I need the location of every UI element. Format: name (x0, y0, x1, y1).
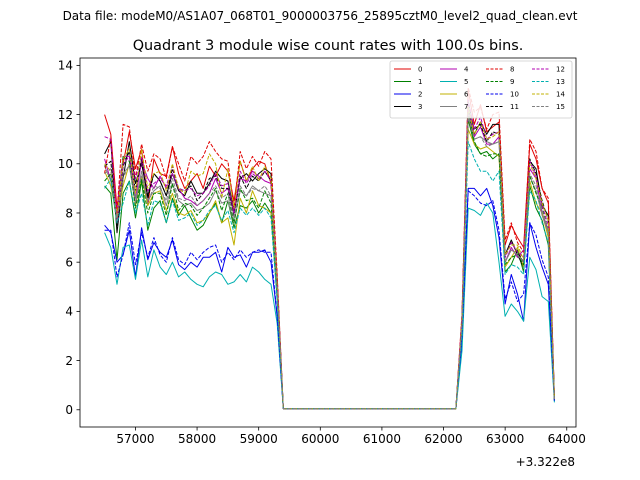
legend-label-12: 12 (556, 66, 565, 74)
y-tick-label: 4 (65, 305, 73, 319)
y-tick-label: 14 (58, 59, 73, 73)
series-line-6 (104, 128, 555, 410)
axes-frame (79, 57, 577, 428)
series-line-10 (104, 190, 555, 410)
legend-label-8: 8 (510, 66, 514, 74)
x-tick-label: 59000 (240, 432, 278, 446)
series-line-1 (104, 119, 555, 410)
x-tick-label: 60000 (301, 432, 339, 446)
chart-title: Quadrant 3 module wise count rates with … (133, 38, 524, 54)
legend-label-6: 6 (464, 91, 469, 99)
legend-box (389, 60, 573, 119)
legend-label-4: 4 (464, 66, 469, 74)
y-tick-label: 8 (65, 206, 73, 220)
x-tick-label: 61000 (363, 432, 401, 446)
series-line-8 (104, 87, 555, 410)
legend-label-10: 10 (510, 91, 519, 99)
legend-label-0: 0 (418, 66, 422, 74)
series-line-2 (104, 187, 555, 410)
y-tick-label: 6 (65, 255, 73, 269)
legend-label-15: 15 (556, 103, 565, 111)
series-line-13 (104, 141, 555, 410)
legend-label-3: 3 (418, 103, 422, 111)
series-line-9 (104, 111, 555, 410)
legend-label-2: 2 (418, 91, 422, 99)
series-line-15 (104, 114, 555, 410)
legend-label-5: 5 (464, 78, 468, 86)
x-tick-label: 64000 (548, 432, 586, 446)
x-tick-label: 62000 (424, 432, 462, 446)
series-line-5 (104, 202, 555, 410)
y-tick-label: 10 (58, 157, 73, 171)
x-tick-label: 58000 (178, 432, 216, 446)
y-tick-label: 0 (65, 403, 73, 417)
series-lines (104, 87, 555, 410)
y-tick-label: 2 (65, 354, 73, 368)
legend-label-13: 13 (556, 78, 565, 86)
x-tick-label: 57000 (116, 432, 154, 446)
figure-suptitle: Data file: modeM0/AS1A07_068T01_90000037… (63, 9, 578, 23)
plot-area: 57000 58000 59000 60000 61000 62000 63000 64000… (58, 57, 586, 446)
series-line-14 (104, 106, 555, 410)
legend-label-11: 11 (510, 103, 519, 111)
legend-label-1: 1 (418, 78, 422, 86)
x-offset-label: +3.322e8 (516, 455, 575, 469)
legend-label-9: 9 (510, 78, 514, 86)
x-tick-label: 63000 (486, 432, 524, 446)
legend-label-7: 7 (464, 103, 468, 111)
legend-label-14: 14 (556, 91, 565, 99)
y-tick-label: 12 (58, 108, 73, 122)
